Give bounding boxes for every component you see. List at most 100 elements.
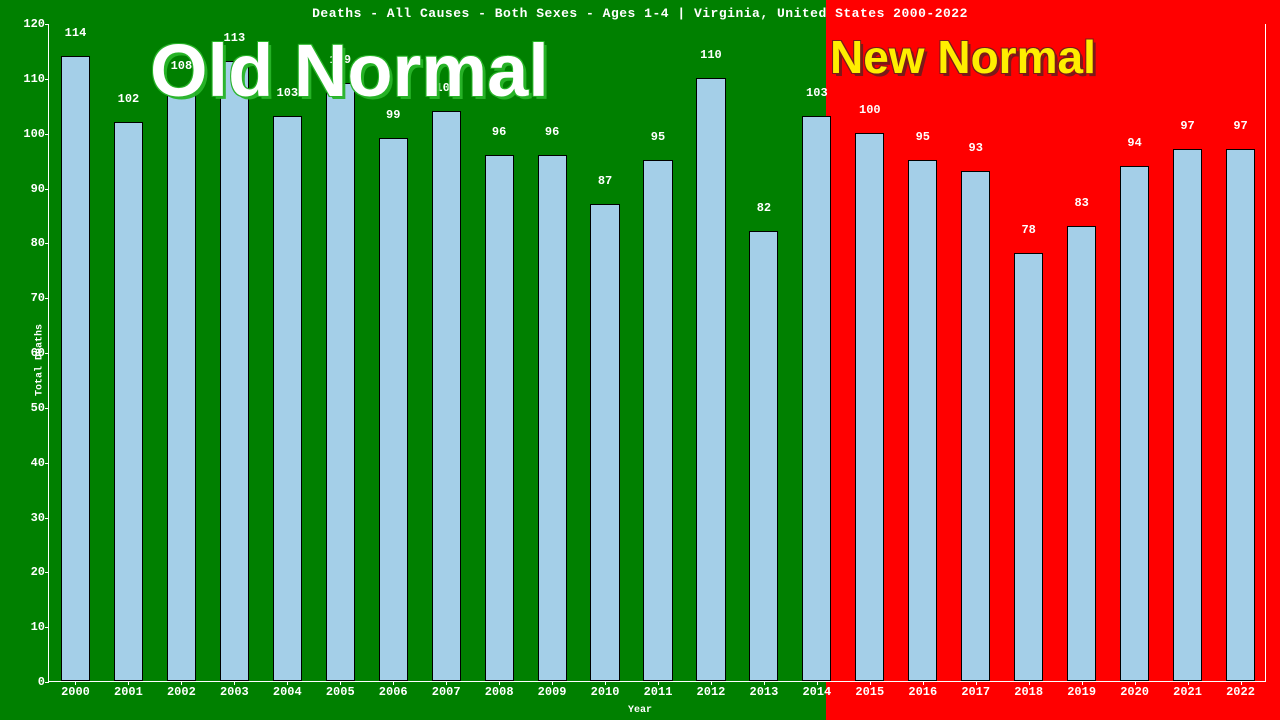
y-tick-mark [45, 189, 49, 190]
bar [326, 83, 355, 681]
bar [749, 231, 778, 681]
x-tick-mark [976, 681, 977, 685]
bar-value-label: 96 [545, 125, 559, 139]
y-tick-mark [45, 24, 49, 25]
x-tick-mark [1135, 681, 1136, 685]
x-tick-mark [552, 681, 553, 685]
x-tick-mark [234, 681, 235, 685]
y-tick-label: 40 [19, 456, 45, 470]
y-tick-label: 80 [19, 236, 45, 250]
x-tick-mark [923, 681, 924, 685]
bar [1226, 149, 1255, 681]
y-tick-mark [45, 682, 49, 683]
y-tick-label: 100 [19, 127, 45, 141]
bar-value-label: 95 [651, 130, 665, 144]
bar [1173, 149, 1202, 681]
bar [167, 89, 196, 681]
bar [855, 133, 884, 681]
y-tick-mark [45, 627, 49, 628]
x-tick-mark [605, 681, 606, 685]
x-tick-label: 2010 [591, 685, 620, 699]
bar-value-label: 96 [492, 125, 506, 139]
bar [961, 171, 990, 681]
x-tick-label: 2013 [750, 685, 779, 699]
x-tick-label: 2022 [1226, 685, 1255, 699]
x-tick-label: 2002 [167, 685, 196, 699]
bar [379, 138, 408, 681]
y-tick-mark [45, 134, 49, 135]
x-tick-mark [1241, 681, 1242, 685]
bar [273, 116, 302, 681]
x-tick-label: 2009 [538, 685, 567, 699]
x-tick-label: 2019 [1067, 685, 1096, 699]
x-tick-label: 2017 [961, 685, 990, 699]
bar-value-label: 94 [1127, 136, 1141, 150]
y-tick-mark [45, 298, 49, 299]
x-tick-mark [817, 681, 818, 685]
bar [485, 155, 514, 681]
x-tick-label: 2006 [379, 685, 408, 699]
bar-value-label: 100 [859, 103, 881, 117]
bar-value-label: 114 [65, 26, 87, 40]
x-tick-mark [181, 681, 182, 685]
bar [802, 116, 831, 681]
x-tick-label: 2008 [485, 685, 514, 699]
y-tick-label: 20 [19, 565, 45, 579]
x-tick-label: 2004 [273, 685, 302, 699]
deaths-bar-chart: Deaths - All Causes - Both Sexes - Ages … [0, 0, 1280, 720]
bar-value-label: 97 [1233, 119, 1247, 133]
bar [432, 111, 461, 681]
x-tick-mark [711, 681, 712, 685]
bar [61, 56, 90, 681]
x-tick-label: 2007 [432, 685, 461, 699]
bar-value-label: 110 [700, 48, 722, 62]
y-tick-label: 50 [19, 401, 45, 415]
y-tick-label: 0 [19, 675, 45, 689]
y-tick-label: 10 [19, 620, 45, 634]
x-tick-label: 2020 [1120, 685, 1149, 699]
overlay-old-normal: Old Normal [150, 28, 549, 113]
x-tick-label: 2011 [644, 685, 673, 699]
y-tick-mark [45, 243, 49, 244]
overlay-new-normal: New Normal [830, 30, 1096, 84]
plot-area: 0102030405060708090100110120114200010220… [48, 24, 1266, 682]
bar [590, 204, 619, 681]
x-tick-label: 2001 [114, 685, 143, 699]
x-tick-mark [340, 681, 341, 685]
bar [1067, 226, 1096, 681]
y-tick-label: 60 [19, 346, 45, 360]
x-tick-label: 2021 [1173, 685, 1202, 699]
y-tick-label: 70 [19, 291, 45, 305]
x-tick-label: 2012 [697, 685, 726, 699]
y-tick-label: 110 [19, 72, 45, 86]
bar [1014, 253, 1043, 681]
x-tick-mark [1082, 681, 1083, 685]
bar [643, 160, 672, 681]
x-tick-mark [764, 681, 765, 685]
y-tick-mark [45, 79, 49, 80]
x-tick-label: 2000 [61, 685, 90, 699]
x-tick-mark [1188, 681, 1189, 685]
x-tick-label: 2003 [220, 685, 249, 699]
bar-value-label: 102 [118, 92, 140, 106]
y-tick-label: 120 [19, 17, 45, 31]
x-tick-label: 2016 [908, 685, 937, 699]
y-tick-mark [45, 408, 49, 409]
x-tick-mark [1029, 681, 1030, 685]
x-tick-mark [658, 681, 659, 685]
y-axis-label: Total Deaths [35, 324, 46, 396]
y-tick-label: 90 [19, 182, 45, 196]
bar [220, 61, 249, 681]
x-tick-mark [393, 681, 394, 685]
x-tick-label: 2005 [326, 685, 355, 699]
bar-value-label: 83 [1074, 196, 1088, 210]
bar-value-label: 78 [1021, 223, 1035, 237]
bar [908, 160, 937, 681]
x-tick-mark [287, 681, 288, 685]
bar-value-label: 97 [1180, 119, 1194, 133]
y-tick-mark [45, 572, 49, 573]
x-tick-label: 2014 [802, 685, 831, 699]
bar [538, 155, 567, 681]
y-tick-mark [45, 518, 49, 519]
x-tick-mark [128, 681, 129, 685]
